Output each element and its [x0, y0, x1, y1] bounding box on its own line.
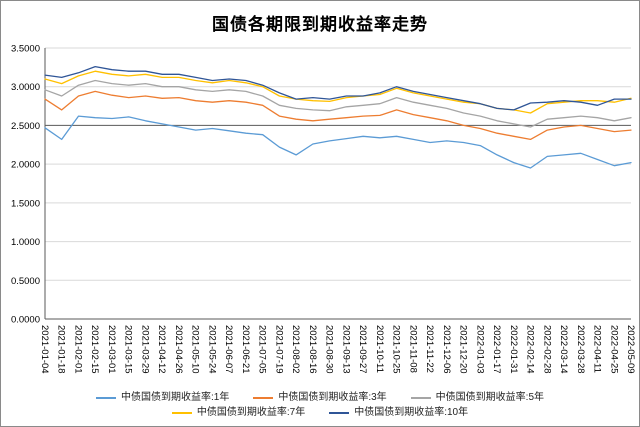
legend-item-label: 中债国债到期收益率:7年 [196, 407, 306, 418]
legend-line-marker-icon [253, 397, 274, 399]
legend-item-label: 中债国债到期收益率:3年 [278, 392, 387, 403]
series-line-4 [44, 70, 632, 114]
x-axis-tick-label: 2021-03-01 [106, 325, 117, 374]
legend-row: 中债国债到期收益率:1年 中债国债到期收益率:3年 中债国债到期收益率:5年 [95, 392, 545, 404]
y-axis-tick-label: 0.5000 [11, 276, 40, 287]
x-axis-tick-label: 2021-01-04 [39, 325, 50, 374]
x-axis-tick-label: 2022-05-09 [625, 325, 636, 374]
x-axis-tick-label: 2021-05-10 [190, 325, 201, 374]
series-line-1 [44, 115, 632, 169]
x-axis-tick-label: 2022-02-14 [525, 325, 536, 374]
x-axis-tick-label: 2021-09-13 [340, 325, 351, 374]
x-axis-tick-label: 2021-10-11 [374, 325, 385, 373]
x-axis-tick-label: 2021-12-20 [458, 325, 469, 374]
x-axis-tick-label: 2022-04-25 [608, 325, 619, 374]
legend-line-marker-icon [171, 412, 192, 414]
x-axis-tick-label: 2021-11-22 [424, 325, 435, 373]
x-axis-tick-label: 2021-07-19 [273, 325, 284, 374]
legend-line-marker-icon [410, 397, 431, 399]
legend-item-label: 中债国债到期收益率:5年 [435, 392, 545, 403]
x-axis-tick-label: 2021-02-01 [72, 325, 83, 374]
y-axis-tick-label: 1.0000 [11, 237, 40, 248]
chart-title: 国债各期限到期收益率走势 [212, 15, 428, 34]
series-line-5 [44, 65, 632, 111]
x-axis-tick-label: 2021-08-30 [324, 325, 335, 374]
plot-area: 0.0000 0.5000 1.0000 1.5000 2.0000 2.5000 3.00… [11, 44, 636, 374]
x-axis-tick-label: 2021-10-25 [391, 325, 402, 374]
y-axis-tick-label: 0.0000 [11, 315, 40, 326]
x-axis-tick-label: 2021-08-02 [290, 325, 301, 374]
x-axis-tick-label: 2022-02-28 [541, 325, 552, 374]
x-axis-tick-label: 2021-08-16 [307, 325, 318, 374]
legend-item-label: 中债国债到期收益率:1年 [120, 392, 230, 403]
x-axis-tick-label: 2021-06-07 [223, 325, 234, 374]
x-axis-tick-label: 2022-01-31 [508, 325, 519, 374]
x-axis-tick-label: 2022-01-17 [491, 325, 502, 374]
legend-item: 中债国债到期收益率:1年 [95, 392, 230, 404]
legend-line-marker-icon [95, 397, 116, 399]
x-axis-tick-label: 2021-09-27 [357, 325, 368, 374]
x-axis-tick-label: 2022-03-14 [558, 325, 569, 374]
legend-item: 中债国债到期收益率:10年 [329, 407, 468, 419]
chart-legend: 中债国债到期收益率:1年 中债国债到期收益率:3年 中债国债到期收益率:5年 中债国债… [1, 392, 639, 419]
legend-item-label: 中债国债到期收益率:10年 [354, 407, 469, 418]
x-axis-tick-label: 2021-04-26 [173, 325, 184, 374]
series-line-2 [44, 90, 632, 141]
legend-line-marker-icon [329, 412, 350, 414]
y-axis-tick-label: 2.0000 [11, 160, 40, 171]
x-axis-tick-label: 2021-01-18 [56, 325, 67, 374]
legend-item: 中债国债到期收益率:7年 [171, 407, 306, 419]
y-axis-tick-label: 3.0000 [11, 82, 40, 93]
y-axis-tick-label: 1.5000 [11, 198, 40, 209]
legend-item: 中债国债到期收益率:5年 [410, 392, 545, 404]
y-axis-tick-label: 2.5000 [11, 121, 40, 132]
x-axis-tick-label: 2021-12-06 [441, 325, 452, 374]
x-axis-tick-label: 2022-03-28 [575, 325, 586, 374]
x-axis-tick-label: 2021-04-12 [156, 325, 167, 374]
x-axis-tick-label: 2022-04-11 [592, 325, 603, 373]
x-axis-tick-label: 2021-02-15 [89, 325, 100, 374]
legend-row: 中债国债到期收益率:7年 中债国债到期收益率:10年 [171, 407, 468, 419]
x-axis-tick-label: 2021-11-08 [407, 325, 418, 373]
legend-item: 中债国债到期收益率:3年 [253, 392, 387, 404]
series-line-3 [44, 79, 632, 128]
x-axis-tick-label: 2021-07-05 [257, 325, 268, 374]
x-axis-tick-label: 2021-06-21 [240, 325, 251, 374]
x-axis-tick-label: 2022-01-03 [474, 325, 485, 374]
x-axis-tick-label: 2021-05-24 [206, 325, 217, 374]
x-axis-tick-label: 2021-03-29 [139, 325, 150, 374]
x-axis-tick-label: 2021-03-15 [123, 325, 134, 374]
y-axis-tick-label: 3.5000 [11, 44, 40, 55]
